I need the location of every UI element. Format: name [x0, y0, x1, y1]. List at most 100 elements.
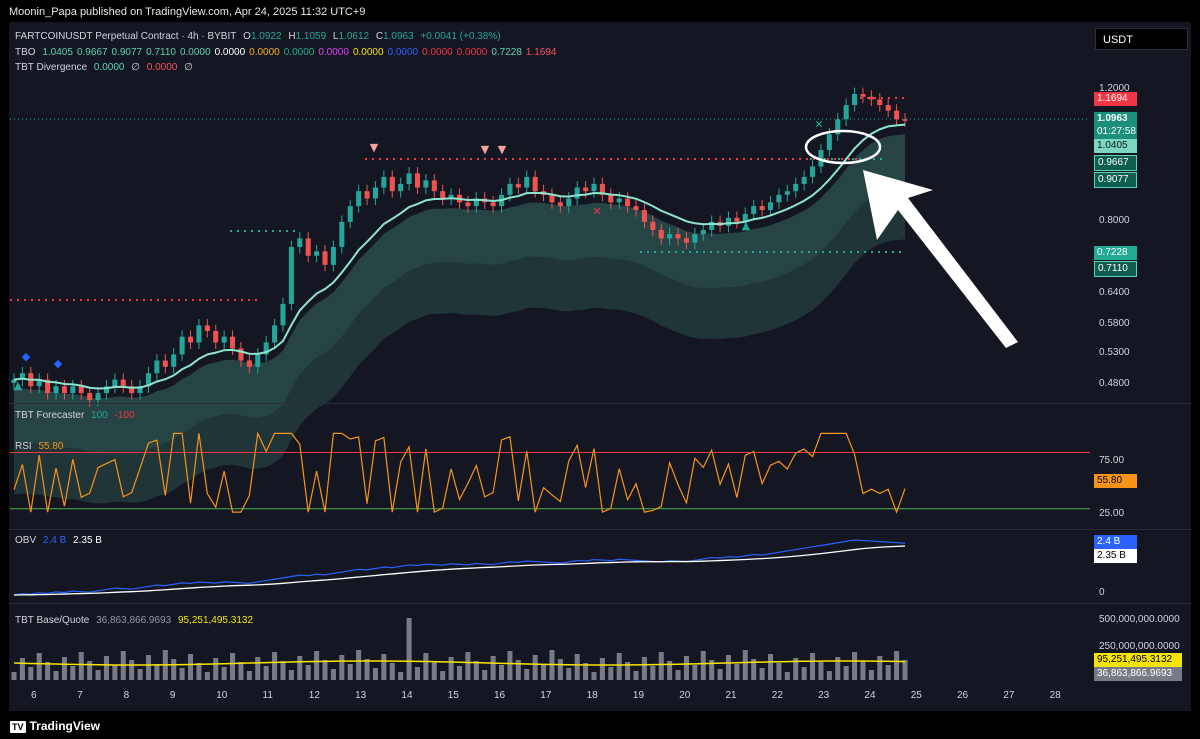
volume-bar — [53, 671, 59, 680]
volume-bar — [171, 659, 177, 680]
symbol-name[interactable]: FARTCOINUSDT Perpetual Contract · 4h · B… — [15, 31, 237, 42]
currency-selector[interactable]: USDT — [1095, 28, 1188, 50]
date-tick: 16 — [494, 690, 506, 701]
volume-bar — [894, 651, 900, 680]
candle — [112, 379, 118, 387]
rsi-legend[interactable]: RSI 55.80 — [15, 441, 67, 452]
volume-bar — [877, 656, 883, 680]
date-tick: 28 — [1049, 690, 1061, 701]
cloud-band — [14, 134, 905, 453]
divergence-legend[interactable]: TBT Divergence 0.0000 ∅ 0.0000 ∅ — [15, 62, 197, 73]
candle — [616, 198, 622, 203]
candle — [87, 393, 93, 400]
candle — [549, 194, 555, 203]
volume-bar — [482, 670, 488, 680]
date-tick: 26 — [957, 690, 969, 701]
candle — [734, 217, 740, 222]
volume-bar — [700, 651, 706, 680]
price-tick: 0.8000 — [1099, 215, 1130, 226]
price-tag-red: 1.1694 — [1094, 92, 1137, 106]
volume-bar — [448, 657, 454, 680]
candle — [625, 198, 631, 207]
candle — [364, 191, 370, 199]
candle — [414, 173, 420, 188]
volume-bar — [103, 656, 109, 680]
candle — [171, 354, 177, 367]
volume-bar — [473, 661, 479, 680]
price-tag: 0.7110 — [1094, 261, 1137, 277]
volume-bar — [45, 662, 51, 680]
base-quote-legend[interactable]: TBT Base/Quote 36,863,866.9693 95,251,49… — [15, 615, 257, 626]
volume-bar — [667, 661, 673, 680]
signal-marker: ✕ — [592, 205, 601, 218]
volume-bar — [885, 665, 891, 680]
volume-bar — [356, 650, 362, 680]
volume-bar — [19, 658, 25, 680]
obv-legend[interactable]: OBV 2.4 B 2.35 B — [15, 535, 106, 546]
obv-v1: 2.4 B — [42, 535, 67, 546]
volume-bar — [499, 665, 505, 680]
volume-bar — [246, 671, 252, 680]
candle — [515, 183, 521, 188]
candle — [204, 325, 210, 331]
tbo-value: 0.0000 — [283, 47, 315, 58]
volume-bar — [431, 662, 437, 680]
candle — [667, 234, 673, 239]
price-tag-current: 1.0963 — [1094, 112, 1137, 126]
candle — [902, 119, 908, 121]
signal-marker: ▼ — [498, 143, 507, 156]
forecaster-v2: -100 — [114, 410, 135, 421]
chart-area[interactable] — [9, 22, 1191, 711]
candle — [339, 221, 345, 247]
pane-separator[interactable] — [9, 403, 1191, 404]
date-tick: 11 — [262, 690, 273, 701]
candle — [398, 183, 404, 192]
obv-line — [13, 539, 906, 596]
candle — [776, 194, 782, 203]
volume-bar — [187, 654, 194, 680]
tbo-legend[interactable]: TBO 1.0405 0.9667 0.9077 0.7110 0.0000 0.0000… — [15, 47, 561, 58]
candle — [129, 386, 135, 394]
c-label: C — [375, 31, 384, 42]
date-tick: 9 — [169, 690, 176, 701]
volume-bar — [230, 653, 236, 680]
o-label: O — [243, 31, 251, 42]
signal-marker: ◆ — [22, 350, 31, 363]
volume-bar — [658, 652, 664, 680]
candle — [154, 360, 160, 374]
volume-tick: 500,000,000.0000 — [1099, 614, 1180, 625]
rsi-tag: 55.80 — [1094, 474, 1137, 488]
candle — [566, 198, 572, 207]
candle — [145, 373, 152, 387]
candle — [465, 202, 471, 207]
candle — [448, 194, 454, 199]
date-tick: 20 — [679, 690, 691, 701]
volume-bar — [78, 652, 84, 680]
volume-bar — [221, 667, 227, 680]
tbo-value: 0.0000 — [214, 47, 246, 58]
pane-separator[interactable] — [9, 529, 1191, 530]
change-value: +0.0041 (+0.38%) — [420, 31, 501, 42]
volume-bar — [61, 657, 67, 680]
obv-tag: 2.35 B — [1094, 549, 1137, 563]
divergence-v1: 0.0000 — [93, 62, 125, 73]
forecaster-v1: 100 — [91, 410, 108, 421]
tbo-value: 0.0000 — [422, 47, 453, 58]
volume-bar — [297, 656, 303, 680]
date-tick: 21 — [725, 690, 737, 701]
tradingview-logo: TV TradingView — [10, 719, 100, 733]
volume-bar — [566, 668, 572, 680]
volume-bar — [322, 660, 328, 680]
pane-separator[interactable] — [9, 603, 1191, 604]
volume-bar — [36, 653, 42, 680]
forecaster-legend[interactable]: TBT Forecaster 100 -100 — [15, 410, 139, 421]
volume-bar — [129, 660, 135, 680]
candle — [742, 213, 748, 222]
candle — [322, 251, 328, 265]
candle — [314, 251, 320, 256]
volume-bar — [541, 664, 547, 680]
high-value: 1.1059 — [295, 31, 327, 42]
volume-bar — [524, 669, 530, 680]
candle — [759, 206, 765, 210]
